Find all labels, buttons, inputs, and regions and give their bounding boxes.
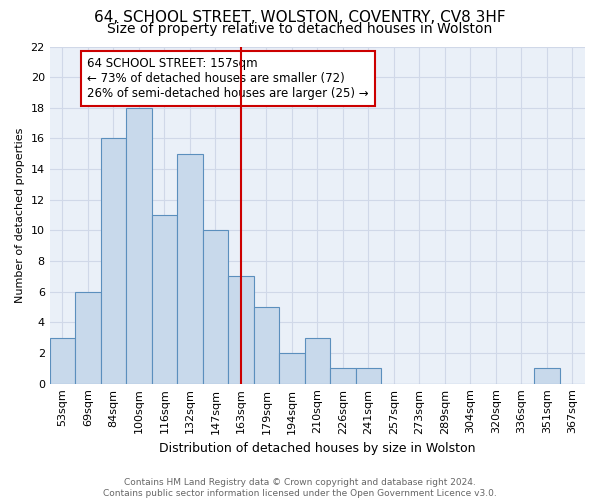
Bar [279, 353, 305, 384]
Text: 64 SCHOOL STREET: 157sqm
← 73% of detached houses are smaller (72)
26% of semi-d: 64 SCHOOL STREET: 157sqm ← 73% of detach… [87, 56, 369, 100]
Bar [330, 368, 356, 384]
Bar [254, 307, 279, 384]
Bar [305, 338, 330, 384]
Bar [50, 338, 75, 384]
Bar [75, 292, 101, 384]
Y-axis label: Number of detached properties: Number of detached properties [15, 128, 25, 303]
Bar [152, 215, 177, 384]
Bar [101, 138, 126, 384]
Bar [356, 368, 381, 384]
X-axis label: Distribution of detached houses by size in Wolston: Distribution of detached houses by size … [159, 442, 476, 455]
Text: Size of property relative to detached houses in Wolston: Size of property relative to detached ho… [107, 22, 493, 36]
Text: Contains HM Land Registry data © Crown copyright and database right 2024.
Contai: Contains HM Land Registry data © Crown c… [103, 478, 497, 498]
Bar [534, 368, 560, 384]
Bar [177, 154, 203, 384]
Bar [203, 230, 228, 384]
Bar [126, 108, 152, 384]
Bar [228, 276, 254, 384]
Text: 64, SCHOOL STREET, WOLSTON, COVENTRY, CV8 3HF: 64, SCHOOL STREET, WOLSTON, COVENTRY, CV… [94, 10, 506, 25]
